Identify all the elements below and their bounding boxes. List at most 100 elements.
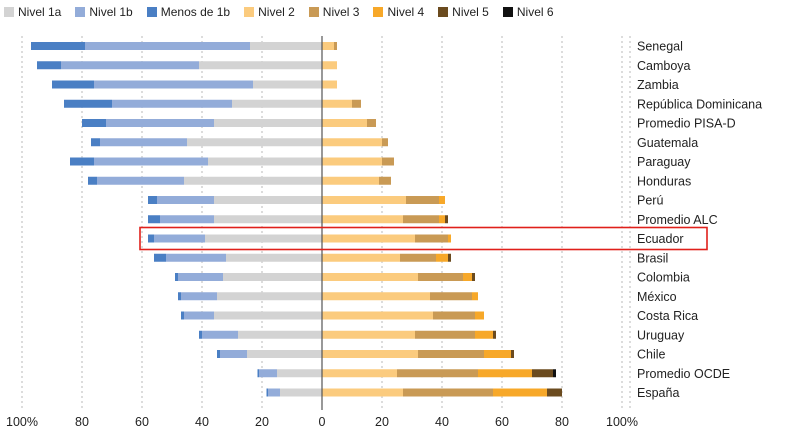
- category-label: Paraguay: [637, 155, 691, 169]
- bar-nivel-5: [448, 253, 451, 262]
- bar-nivel-4: [475, 330, 493, 339]
- bar-nivel-1a: [247, 350, 322, 358]
- bar-nivel-1b: [154, 234, 205, 243]
- bar-menos-de-1b: [31, 42, 85, 50]
- bar-nivel-1a: [238, 330, 322, 339]
- bars: [31, 42, 562, 397]
- legend-swatch: [373, 7, 384, 17]
- bar-nivel-1a: [253, 80, 322, 89]
- bar-nivel-2: [322, 157, 382, 166]
- bar-menos-de-1b: [88, 176, 97, 185]
- bar-menos-de-1b: [148, 196, 157, 204]
- bar-nivel-1a: [223, 273, 322, 281]
- bar-nivel-2: [322, 369, 397, 378]
- bar-menos-de-1b: [82, 119, 106, 127]
- x-tick-label: 40: [435, 415, 449, 429]
- category-label: Promedio ALC: [637, 213, 718, 227]
- legend-label: Nivel 2: [258, 5, 295, 19]
- x-tick-label: 60: [495, 415, 509, 429]
- bar-nivel-1b: [94, 157, 208, 166]
- category-label: Promedio PISA-D: [637, 117, 736, 131]
- bar-nivel-2: [322, 61, 337, 70]
- bar-nivel-1a: [214, 196, 322, 204]
- category-label: Colombia: [637, 271, 690, 285]
- category-label: España: [637, 386, 679, 400]
- bar-nivel-3: [397, 369, 478, 378]
- bar-nivel-1a: [277, 369, 322, 378]
- category-label: República Dominicana: [637, 97, 762, 111]
- bar-nivel-3: [367, 119, 376, 127]
- bar-nivel-1a: [214, 215, 322, 224]
- bar-nivel-2: [322, 80, 337, 89]
- bar-menos-de-1b: [199, 330, 202, 339]
- bar-nivel-1a: [214, 311, 322, 320]
- category-labels: Senegal Camboya Zambia República Dominicana…: [637, 40, 762, 401]
- x-tick-label: 100%: [606, 415, 638, 429]
- bar-nivel-4: [484, 350, 511, 358]
- bar-nivel-5: [472, 273, 475, 281]
- bar-nivel-3: [418, 273, 463, 281]
- bar-nivel-1b: [157, 196, 214, 204]
- legend-label: Nivel 3: [322, 5, 360, 19]
- bar-nivel-1b: [112, 99, 232, 108]
- legend-label: Menos de 1b: [160, 5, 231, 19]
- bar-nivel-1a: [250, 42, 322, 50]
- bar-nivel-1b: [259, 369, 277, 378]
- bar-nivel-3: [403, 388, 493, 397]
- bar-nivel-1b: [106, 119, 214, 127]
- bar-nivel-3: [403, 215, 439, 224]
- bar-nivel-4: [478, 369, 532, 378]
- legend-label: Nivel 5: [452, 5, 489, 19]
- category-label: Costa Rica: [637, 309, 698, 323]
- bar-nivel-5: [493, 330, 496, 339]
- bar-nivel-1a: [208, 157, 322, 166]
- legend: Nivel 1a Nivel 1b Menos de 1b Nivel 2 Nivel …: [4, 3, 568, 21]
- category-label: Chile: [637, 348, 666, 362]
- bar-nivel-2: [322, 350, 418, 358]
- bar-nivel-3: [382, 138, 388, 147]
- legend-label: Nivel 4: [387, 5, 425, 19]
- bar-nivel-2: [322, 119, 367, 127]
- bar-nivel-2: [322, 176, 379, 185]
- bar-nivel-4: [439, 196, 445, 204]
- legend-swatch: [146, 7, 157, 17]
- bar-nivel-4: [436, 253, 448, 262]
- bar-nivel-3: [433, 311, 475, 320]
- bar-nivel-3: [406, 196, 439, 204]
- bar-nivel-1b: [220, 350, 247, 358]
- x-tick-label: 80: [75, 415, 89, 429]
- bar-nivel-2: [322, 215, 403, 224]
- legend-item-nivel-2: Nivel 2: [244, 5, 295, 19]
- bar-nivel-1b: [178, 273, 223, 281]
- bar-nivel-1b: [160, 215, 214, 224]
- x-tick-label: 20: [375, 415, 389, 429]
- bar-nivel-2: [322, 138, 382, 147]
- x-tick-label: 0: [319, 415, 326, 429]
- legend-item-nivel-1a: Nivel 1a: [4, 5, 61, 19]
- bar-menos-de-1b: [148, 234, 154, 243]
- bar-nivel-1a: [184, 176, 322, 185]
- bar-nivel-2: [322, 273, 418, 281]
- bar-menos-de-1b: [217, 350, 220, 358]
- bar-nivel-2: [322, 196, 406, 204]
- x-tick-label: 20: [255, 415, 269, 429]
- bar-nivel-3: [334, 42, 337, 50]
- legend-swatch: [75, 7, 86, 17]
- category-label: Zambia: [637, 78, 679, 92]
- legend-swatch: [244, 7, 255, 17]
- bar-nivel-4: [439, 215, 445, 224]
- bar-nivel-1b: [184, 311, 214, 320]
- bar-menos-de-1b: [70, 157, 94, 166]
- bar-nivel-1b: [166, 253, 226, 262]
- bar-nivel-3: [430, 292, 472, 301]
- bar-nivel-1a: [232, 99, 322, 108]
- bar-nivel-5: [445, 215, 448, 224]
- bar-nivel-4: [463, 273, 472, 281]
- category-label: Brasil: [637, 251, 668, 265]
- bar-nivel-4: [493, 388, 547, 397]
- category-label: Promedio OCDE: [637, 367, 730, 381]
- bar-menos-de-1b: [148, 215, 160, 224]
- category-label: Camboya: [637, 59, 691, 73]
- legend-swatch: [4, 7, 14, 17]
- bar-nivel-3: [379, 176, 391, 185]
